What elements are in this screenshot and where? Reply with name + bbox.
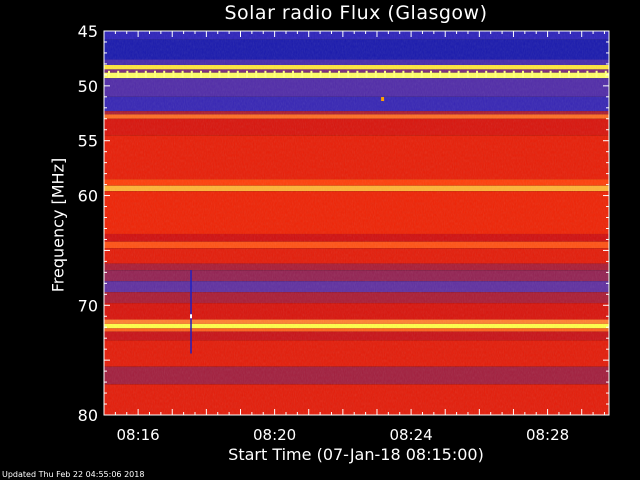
interference-pulse [384, 70, 386, 78]
interference-pulse [255, 70, 258, 78]
interference-pulse [512, 70, 515, 78]
interference-pulse [485, 70, 488, 78]
x-tick-label: 08:28 [526, 426, 569, 444]
interference-pulse [549, 70, 552, 78]
interference-pulse [246, 70, 248, 78]
interference-dot [381, 97, 385, 102]
x-axis-label: Start Time (07-Jan-18 08:15:00) [228, 445, 484, 464]
interference-pulse [117, 70, 120, 78]
y-axis-label: Frequency [MHz] [48, 157, 68, 293]
interference-pulse [503, 70, 506, 78]
interference-pulse [338, 70, 340, 78]
axis-ticks [103, 30, 609, 416]
interference-pulse [301, 70, 304, 78]
interference-pulse [402, 70, 405, 78]
interference-pulse [411, 70, 414, 78]
interference-pulse [190, 70, 193, 78]
x-tick-label: 08:20 [253, 426, 296, 444]
interference-pulse [374, 70, 377, 78]
interference-pulse [595, 70, 598, 78]
interference-pulse [282, 70, 285, 78]
spectrogram-overlays [108, 70, 607, 354]
interference-pulse [236, 70, 239, 78]
interference-pulse [154, 70, 156, 78]
interference-pulse [531, 70, 534, 78]
interference-pulse [319, 70, 322, 78]
interference-pulse [457, 70, 460, 78]
interference-pulse [430, 70, 432, 78]
y-tick-label: 70 [78, 296, 98, 315]
interference-pulse [292, 70, 294, 78]
interference-pulse [163, 70, 166, 78]
interference-pulse [356, 70, 359, 78]
interference-pulse [126, 70, 129, 78]
interference-pulse [558, 70, 561, 78]
interference-pulse [135, 70, 138, 78]
interference-pulse [108, 70, 110, 78]
spectrogram-noise [104, 31, 609, 415]
y-tick-label: 60 [78, 187, 98, 206]
interference-pulse [568, 70, 570, 78]
burst-spike-dot [190, 314, 193, 319]
interference-pulse [273, 70, 276, 78]
interference-pulse [522, 70, 524, 78]
interference-pulse [420, 70, 423, 78]
interference-pulse [540, 70, 543, 78]
interference-pulse [476, 70, 478, 78]
interference-pulse [347, 70, 350, 78]
y-tick-label: 45 [78, 22, 98, 41]
interference-pulse [218, 70, 221, 78]
interference-pulse [577, 70, 580, 78]
interference-pulse [586, 70, 589, 78]
interference-pulse [448, 70, 451, 78]
interference-pulse [365, 70, 368, 78]
y-tick-label: 80 [78, 406, 98, 425]
interference-pulse [264, 70, 267, 78]
interference-pulse [494, 70, 497, 78]
axis-tick-labels: 45 50 55 60 70 80 08:16 08:20 08:24 08:28 [78, 22, 570, 444]
x-tick-label: 08:24 [389, 426, 432, 444]
interference-pulse [328, 70, 331, 78]
interference-pulse [227, 70, 230, 78]
plot-frame [103, 30, 610, 416]
interference-pulse [604, 70, 607, 78]
updated-timestamp: Updated Thu Feb 22 04:55:06 2018 [2, 470, 145, 479]
interference-pulse [209, 70, 212, 78]
interference-pulse [200, 70, 202, 78]
interference-pulse [393, 70, 396, 78]
interference-pulse [466, 70, 469, 78]
interference-pulse [181, 70, 184, 78]
x-tick-label: 08:16 [117, 426, 160, 444]
y-tick-label: 55 [78, 132, 98, 151]
y-tick-label: 50 [78, 77, 98, 96]
interference-pulse [144, 70, 147, 78]
interference-pulse [310, 70, 313, 78]
interference-pulse [439, 70, 442, 78]
chart-title: Solar radio Flux (Glasgow) [224, 2, 488, 24]
interference-pulse [172, 70, 175, 78]
